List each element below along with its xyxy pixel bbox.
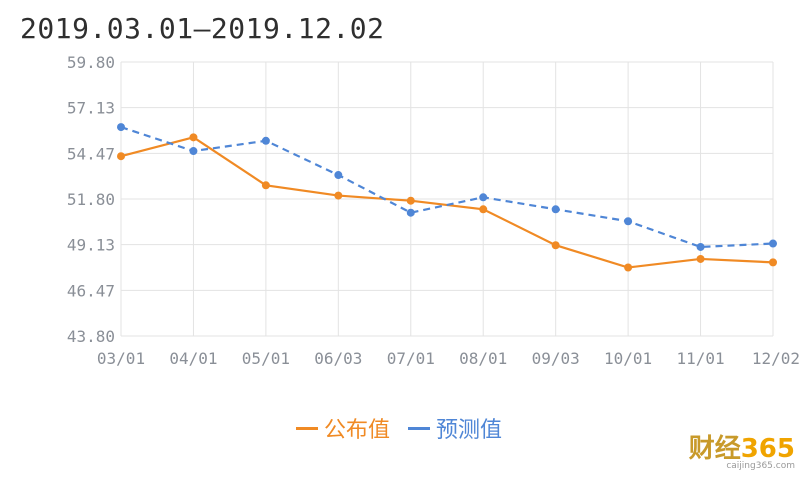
x-tick-label: 07/01: [387, 349, 435, 368]
legend-swatch-forecast: [408, 426, 431, 430]
x-tick-label: 12/02: [752, 349, 800, 368]
line-chart: 59.80 57.13 54.47 51.80 49.13 46.47 43.80 03/0…: [67, 53, 800, 368]
y-tick-label: 43.80: [67, 327, 115, 346]
y-axis-ticks: 59.80 57.13 54.47 51.80 49.13 46.47 43.80: [67, 53, 115, 346]
legend-item-published: 公布值: [296, 412, 390, 444]
x-tick-label: 03/01: [97, 349, 145, 368]
series-points: [117, 123, 777, 272]
x-tick-label: 05/01: [242, 349, 290, 368]
data-point-1-2: [261, 136, 270, 145]
chart-legend: 公布值 预测值: [296, 412, 502, 444]
data-point-0-2: [261, 181, 270, 190]
x-tick-label: 06/03: [314, 349, 362, 368]
y-tick-label: 57.13: [67, 99, 115, 118]
data-point-0-8: [696, 254, 705, 263]
x-tick-label: 11/01: [676, 349, 724, 368]
x-tick-label: 04/01: [169, 349, 217, 368]
y-tick-label: 46.47: [67, 281, 115, 300]
x-tick-label: 09/03: [532, 349, 580, 368]
data-point-0-1: [189, 133, 198, 142]
data-point-0-9: [769, 258, 777, 267]
data-point-1-0: [117, 123, 125, 132]
watermark-logo-number: 365: [740, 434, 795, 464]
data-point-1-5: [479, 193, 488, 202]
legend-label-published: 公布值: [324, 418, 391, 443]
watermark-url: caijing365.com: [726, 461, 795, 471]
data-point-1-4: [406, 208, 415, 217]
watermark-logo-text: 财经: [688, 434, 741, 464]
legend-label-forecast: 预测值: [436, 418, 503, 443]
data-point-1-6: [551, 205, 560, 214]
data-point-0-3: [334, 191, 343, 200]
data-point-1-7: [624, 217, 633, 226]
data-point-0-6: [551, 241, 560, 250]
y-tick-label: 49.13: [67, 236, 115, 255]
x-tick-label: 10/01: [604, 349, 652, 368]
data-point-0-4: [406, 196, 415, 205]
series-lines: [120, 126, 774, 269]
grid-lines: [120, 61, 774, 337]
x-tick-label: 08/01: [459, 349, 507, 368]
y-tick-label: 54.47: [67, 144, 115, 163]
chart-title: 2019.03.01—2019.12.02: [20, 12, 385, 45]
data-point-1-3: [334, 171, 343, 180]
data-point-0-7: [624, 263, 633, 272]
x-axis-ticks: 03/01 04/01 05/01 06/03 07/01 08/01 09/03 10/01…: [97, 349, 800, 368]
legend-item-forecast: 预测值: [408, 412, 502, 444]
watermark-logo: 财经365 caijing365.com: [689, 436, 795, 471]
data-point-1-8: [696, 242, 705, 251]
data-point-1-9: [769, 239, 777, 248]
data-point-0-0: [117, 152, 125, 161]
data-point-1-1: [189, 147, 198, 156]
y-tick-label: 51.80: [67, 190, 115, 209]
series-line-1: [120, 126, 774, 249]
y-tick-label: 59.80: [67, 53, 115, 72]
data-point-0-5: [479, 205, 488, 214]
series-line-0: [120, 136, 774, 269]
legend-swatch-published: [296, 426, 318, 430]
